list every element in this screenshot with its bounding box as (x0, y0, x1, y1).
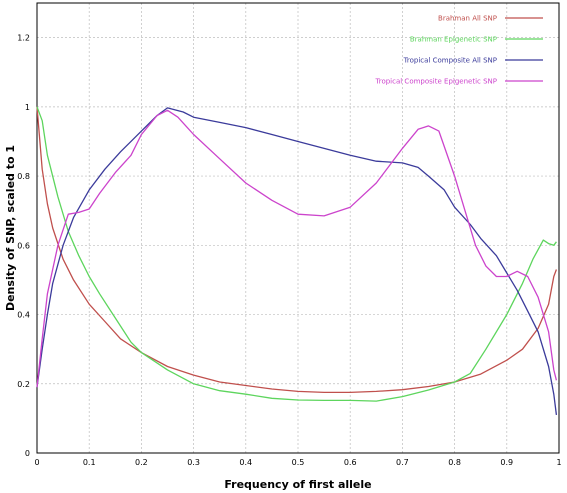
legend-label: Brahman All SNP (438, 15, 497, 23)
y-tick-label: 0.4 (17, 311, 30, 320)
y-tick-label: 0.8 (17, 172, 30, 181)
x-tick-label: 0.7 (396, 458, 409, 467)
x-tick-label: 0.6 (344, 458, 357, 467)
x-tick-label: 0 (34, 458, 39, 467)
tick-labels: 0 0.1 0.2 0.3 0.4 0.5 0.6 0.7 0.8 0.9 1 0 0.2 0.4 0.6 0… (17, 34, 561, 467)
y-tick-label: 0.6 (17, 241, 30, 250)
plot-frame (36, 2, 560, 454)
y-tick-label: 0 (25, 449, 30, 458)
legend-label: Tropical Composite All SNP (403, 57, 497, 65)
series-line-2 (36, 106, 557, 402)
grid-lines (37, 3, 559, 453)
series-lines (36, 106, 558, 415)
legend: Brahman All SNP Brahman Epigenetic SNP Tro… (374, 15, 543, 86)
series-line-3 (36, 107, 558, 415)
x-tick-label: 0.9 (500, 458, 513, 467)
series-line-1 (36, 106, 558, 394)
x-tick-label: 0.4 (239, 458, 252, 467)
x-axis-title: Frequency of first allele (224, 478, 371, 491)
y-axis-title: Density of SNP, scaled to 1 (4, 145, 17, 311)
x-tick-label: 1 (556, 458, 561, 467)
x-tick-label: 0.1 (83, 458, 96, 467)
series-line-4 (36, 109, 558, 388)
x-tick-label: 0.3 (187, 458, 200, 467)
y-tick-label: 1.2 (17, 34, 30, 43)
legend-label: Tropical Composite Epigenetic SNP (374, 78, 497, 86)
legend-label: Brahman Epigenetic SNP (410, 36, 497, 44)
x-tick-label: 0.5 (292, 458, 305, 467)
x-tick-label: 0.8 (448, 458, 461, 467)
x-tick-label: 0.2 (135, 458, 148, 467)
y-tick-label: 1 (25, 103, 30, 112)
y-tick-label: 0.2 (17, 380, 30, 389)
